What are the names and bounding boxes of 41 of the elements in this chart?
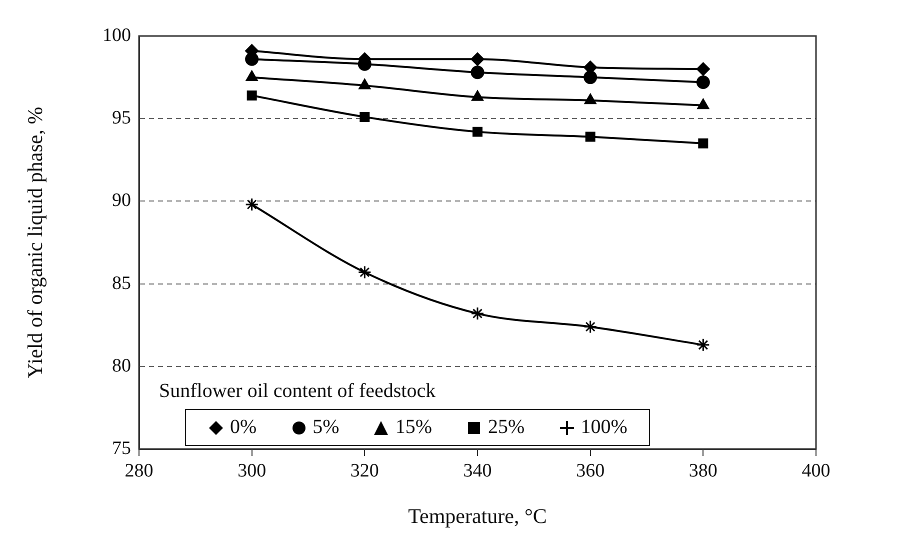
y-tick-label: 100 <box>102 24 131 46</box>
point <box>358 265 372 279</box>
legend-label: 5% <box>312 416 340 439</box>
legend-label: 100% <box>580 416 628 439</box>
x-axis-title: Temperature, °C <box>408 504 547 528</box>
point <box>584 70 598 84</box>
point <box>245 198 259 212</box>
point <box>584 320 598 334</box>
x-tick-label: 380 <box>688 460 718 482</box>
point <box>697 98 710 110</box>
x-tick-label: 300 <box>238 460 266 482</box>
point <box>470 66 484 80</box>
point <box>246 70 258 82</box>
y-tick-label: 80 <box>112 355 131 376</box>
y-tick-label: 90 <box>112 190 131 212</box>
legend-label: 15% <box>395 416 432 439</box>
x-tick-label: 400 <box>802 460 830 482</box>
point <box>696 338 710 352</box>
point <box>246 90 257 100</box>
point <box>360 112 370 122</box>
point <box>696 62 710 76</box>
x-tick-label: 340 <box>463 460 492 482</box>
y-tick-label: 75 <box>112 438 131 459</box>
y-tick-label: 95 <box>112 108 131 129</box>
legend-title: Sunflower oil content of feedstock <box>159 380 437 403</box>
legend-label: 0% <box>230 416 257 439</box>
point <box>472 126 482 137</box>
point <box>358 78 371 90</box>
x-tick-label: 280 <box>124 460 154 482</box>
x-tick-label: 320 <box>350 460 379 482</box>
legend-label: 25% <box>488 416 525 439</box>
point <box>584 94 596 104</box>
point <box>470 52 484 66</box>
point <box>698 138 708 148</box>
point <box>696 76 710 90</box>
x-tick-label: 360 <box>576 460 605 482</box>
point <box>472 90 484 101</box>
y-axis-title: Yield of organic liquid phase, % <box>23 106 48 378</box>
y-tick-label: 85 <box>112 272 131 294</box>
point <box>470 306 484 320</box>
point <box>585 132 596 142</box>
